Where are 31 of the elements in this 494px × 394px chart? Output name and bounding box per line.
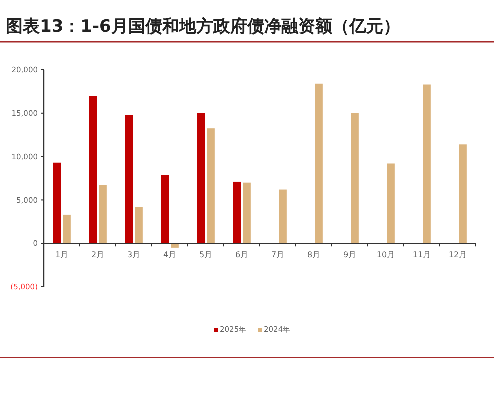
bar bbox=[207, 128, 215, 244]
x-tick-label: 12月 bbox=[448, 250, 468, 260]
x-tick-label: 2月 bbox=[91, 250, 105, 260]
bar bbox=[197, 113, 205, 244]
bar bbox=[53, 162, 61, 244]
bar bbox=[99, 185, 107, 244]
bar bbox=[89, 96, 97, 244]
x-tick-label: 1月 bbox=[55, 250, 69, 260]
bar bbox=[459, 144, 467, 244]
bar bbox=[315, 84, 323, 244]
bar bbox=[161, 175, 169, 244]
bar bbox=[351, 113, 359, 244]
bar bbox=[63, 214, 71, 244]
x-tick-label: 8月 bbox=[307, 250, 321, 260]
bar bbox=[171, 244, 179, 248]
x-tick-label: 3月 bbox=[127, 250, 141, 260]
x-tick-label: 5月 bbox=[199, 250, 213, 260]
bar bbox=[387, 164, 395, 244]
bar bbox=[135, 207, 143, 244]
x-tick-label: 7月 bbox=[271, 250, 285, 260]
bar bbox=[279, 190, 287, 244]
bar bbox=[125, 115, 133, 244]
bar bbox=[233, 182, 241, 244]
x-tick-label: 9月 bbox=[343, 250, 357, 260]
x-tick-label: 6月 bbox=[235, 250, 249, 260]
bar bbox=[243, 182, 251, 244]
x-tick-label: 4月 bbox=[163, 250, 177, 260]
chart-title: 图表13：1-6月国债和地方政府债净融资额（亿元） bbox=[6, 17, 400, 37]
bar bbox=[423, 84, 431, 244]
x-tick-label: 11月 bbox=[412, 250, 432, 260]
x-tick-label: 10月 bbox=[376, 250, 396, 260]
